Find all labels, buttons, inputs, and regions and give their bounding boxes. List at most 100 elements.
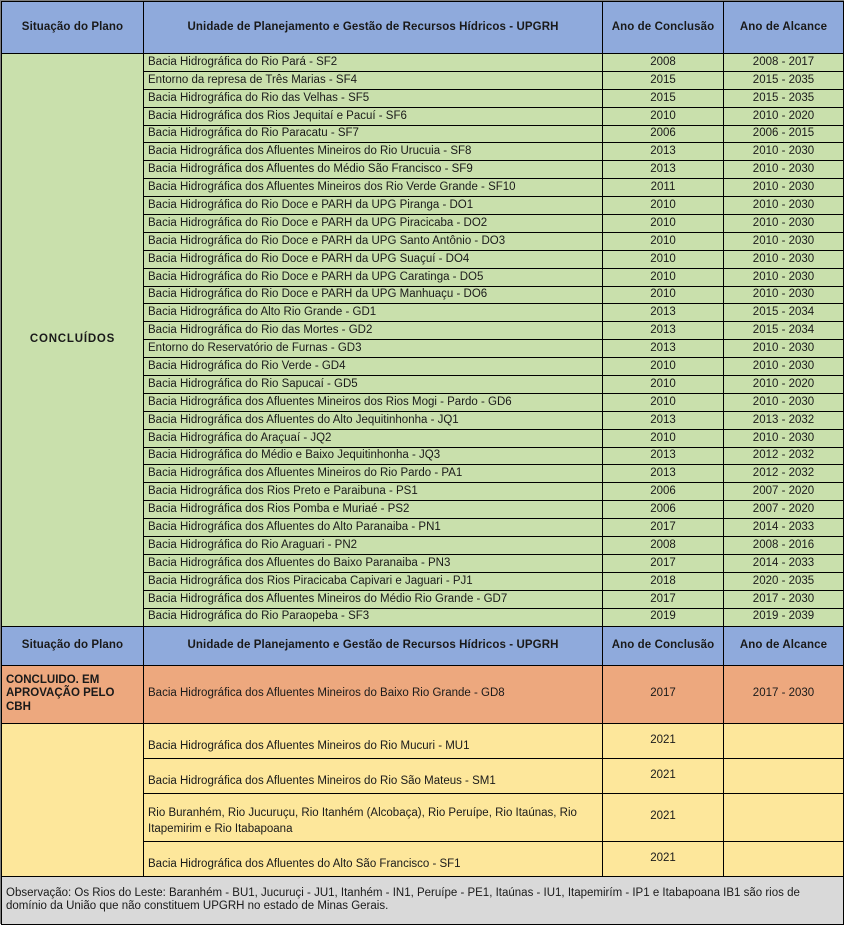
- header-cell-unidade: Unidade de Planejamento e Gestão de Recu…: [143, 1, 603, 54]
- table-row: Bacia Hidrográfica do Rio Doce e PARH da…: [2, 285, 844, 305]
- cell-ano-conclusao: 2011: [602, 178, 724, 198]
- cell-unidade: Bacia Hidrográfica dos Afluentes do Alto…: [143, 840, 603, 877]
- table-row: Bacia Hidrográfica dos Rios Preto e Para…: [2, 482, 844, 502]
- cell-unidade: Bacia Hidrográfica do Rio Paraopeba - SF…: [143, 607, 603, 627]
- cell-ano-conclusao: 2013: [602, 303, 724, 323]
- cell-ano-alcance: 2010 - 2020: [723, 375, 844, 394]
- cell-ano-conclusao: 2021: [602, 722, 724, 759]
- cell-ano-conclusao: 2010: [602, 285, 724, 305]
- cell-ano-conclusao: 2021: [602, 792, 724, 842]
- cell-ano-alcance: 2010 - 2030: [723, 160, 844, 180]
- cell-ano-conclusao: 2019: [602, 607, 724, 627]
- status-cell-em-elaboracao: [1, 722, 144, 877]
- cell-ano-alcance: [723, 840, 844, 877]
- cell-unidade: Bacia Hidrográfica do Rio Doce e PARH da…: [143, 285, 603, 305]
- cell-ano-conclusao: 2010: [602, 375, 724, 394]
- cell-ano-conclusao: 2017: [602, 589, 724, 609]
- cell-ano-conclusao: 2015: [602, 88, 724, 108]
- cell-ano-conclusao: 2006: [602, 124, 724, 144]
- cell-unidade: Entorno do Reservatório de Furnas - GD3: [143, 339, 603, 359]
- table-row: Bacia Hidrográfica do Rio Paracatu - SF7…: [2, 124, 844, 144]
- cell-unidade: Bacia Hidrográfica dos Afluentes Mineiro…: [143, 392, 603, 412]
- table-row: Entorno da represa de Três Marias - SF4 2…: [2, 70, 844, 90]
- table-row: Bacia Hidrográfica do Rio Verde - GD4 201…: [2, 357, 844, 377]
- cell-unidade: Bacia Hidrográfica dos Afluentes do Alto…: [143, 518, 603, 538]
- cell-unidade: Bacia Hidrográfica do Rio Doce e PARH da…: [143, 231, 603, 251]
- cell-ano-alcance: 2010 - 2020: [723, 106, 844, 126]
- cell-unidade: Bacia Hidrográfica do Rio Doce e PARH da…: [143, 196, 603, 216]
- cell-ano-conclusao: 2013: [602, 321, 724, 341]
- cell-ano-conclusao: 2008: [602, 536, 724, 555]
- cell-ano-alcance: 2015 - 2034: [723, 321, 844, 341]
- cell-ano-conclusao: 2017: [602, 664, 724, 724]
- status-cell-concluidos: CONCLUÍDOS: [1, 53, 144, 627]
- cell-unidade: Bacia Hidrográfica dos Afluentes Mineiro…: [143, 464, 603, 484]
- cell-unidade: Entorno da represa de Três Marias - SF4: [143, 70, 603, 90]
- table-row: Bacia Hidrográfica do Rio Doce e PARH da…: [2, 249, 844, 269]
- cell-unidade: Bacia Hidrográfica do Rio Doce e PARH da…: [143, 267, 603, 287]
- table-row: Bacia Hidrográfica dos Afluentes Mineiro…: [2, 464, 844, 484]
- cell-ano-conclusao: 2010: [602, 249, 724, 269]
- cell-unidade: Bacia Hidrográfica dos Afluentes do Médi…: [143, 160, 603, 180]
- cell-ano-alcance: 2010 - 2030: [723, 267, 844, 287]
- header-cell-ano-conclusao: Ano de Conclusão: [602, 1, 724, 54]
- table-row: Bacia Hidrográfica dos Afluentes Mineiro…: [2, 178, 844, 198]
- table-row: Bacia Hidrográfica do Rio Doce e PARH da…: [2, 267, 844, 287]
- cell-unidade: Bacia Hidrográfica dos Afluentes Mineiro…: [143, 142, 603, 162]
- cell-ano-conclusao: 2010: [602, 428, 724, 448]
- table-row: Bacia Hidrográfica dos Afluentes Mineiro…: [2, 757, 844, 794]
- cell-ano-alcance: 2007 - 2020: [723, 500, 844, 520]
- cell-ano-alcance: 2014 - 2033: [723, 553, 844, 573]
- cell-unidade: Bacia Hidrográfica do Rio Pará - SF2: [143, 53, 603, 72]
- cell-ano-alcance: 2010 - 2030: [723, 214, 844, 233]
- header-cell-ano-alcance: Ano de Alcance: [723, 1, 844, 54]
- cell-ano-alcance: 2010 - 2030: [723, 231, 844, 251]
- cell-unidade: Bacia Hidrográfica do Alto Rio Grande - …: [143, 303, 603, 323]
- cell-unidade: Bacia Hidrográfica dos Rios Piracicaba C…: [143, 571, 603, 591]
- cell-unidade: Bacia Hidrográfica dos Afluentes Mineiro…: [143, 178, 603, 198]
- cell-unidade: Bacia Hidrográfica dos Afluentes do Baix…: [143, 553, 603, 573]
- cell-ano-alcance: 2012 - 2032: [723, 464, 844, 484]
- cell-ano-alcance: 2013 - 2032: [723, 410, 844, 430]
- cell-ano-conclusao: 2013: [602, 142, 724, 162]
- table-row: Bacia Hidrográfica do Alto Rio Grande - …: [2, 303, 844, 323]
- cell-unidade: Bacia Hidrográfica dos Afluentes Mineiro…: [143, 757, 603, 794]
- cell-ano-alcance: 2006 - 2015: [723, 124, 844, 144]
- cell-ano-alcance: 2010 - 2030: [723, 392, 844, 412]
- cell-ano-alcance: 2010 - 2030: [723, 142, 844, 162]
- table-row: Bacia Hidrográfica dos Afluentes Mineiro…: [1, 722, 844, 877]
- footer-note-row: Observação: Os Rios do Leste: Baranhém -…: [1, 875, 844, 925]
- table-row: Bacia Hidrográfica dos Afluentes Mineiro…: [2, 392, 844, 412]
- cell-ano-conclusao: 2013: [602, 160, 724, 180]
- table-row: Bacia Hidrográfica dos Afluentes Mineiro…: [2, 589, 844, 609]
- cell-ano-alcance: 2015 - 2035: [723, 88, 844, 108]
- cell-ano-alcance: 2010 - 2030: [723, 357, 844, 377]
- cell-ano-alcance: 2019 - 2039: [723, 607, 844, 627]
- cell-ano-alcance: 2008 - 2017: [723, 53, 844, 72]
- table-row: Bacia Hidrográfica dos Afluentes Mineiro…: [2, 142, 844, 162]
- cell-ano-alcance: 2010 - 2030: [723, 285, 844, 305]
- cell-ano-conclusao: 2010: [602, 357, 724, 377]
- table-row: Bacia Hidrográfica do Médio e Baixo Jequ…: [2, 446, 844, 466]
- cell-ano-conclusao: 2013: [602, 339, 724, 359]
- cell-ano-alcance: 2020 - 2035: [723, 571, 844, 591]
- cell-ano-alcance: 2017 - 2030: [723, 664, 844, 724]
- cell-ano-alcance: 2010 - 2030: [723, 249, 844, 269]
- table-row: Bacia Hidrográfica do Rio Doce e PARH da…: [2, 196, 844, 216]
- cell-unidade: Bacia Hidrográfica do Rio Doce e PARH da…: [143, 249, 603, 269]
- cell-ano-conclusao: 2015: [602, 70, 724, 90]
- cell-ano-alcance: [723, 792, 844, 842]
- cell-ano-conclusao: 2017: [602, 553, 724, 573]
- cell-unidade: Bacia Hidrográfica dos Afluentes Mineiro…: [143, 664, 603, 724]
- table-row: Rio Buranhém, Rio Jucuruçu, Rio Itanhém …: [2, 792, 844, 842]
- cell-ano-alcance: 2017 - 2030: [723, 589, 844, 609]
- table-row: CONCLUÍDOS Bacia Hidrográfica do Rio Pará…: [1, 53, 844, 627]
- header-cell-situacao: Situação do Plano: [1, 1, 144, 54]
- cell-ano-alcance: 2010 - 2030: [723, 196, 844, 216]
- table-header-row: Situação do Plano Unidade de Planejamento…: [1, 1, 844, 54]
- cell-unidade: Bacia Hidrográfica dos Rios Jequitaí e P…: [143, 106, 603, 126]
- cell-unidade: Bacia Hidrográfica do Rio das Velhas - S…: [143, 88, 603, 108]
- cell-ano-alcance: 2007 - 2020: [723, 482, 844, 502]
- header-cell-ano-conclusao: Ano de Conclusão: [602, 625, 724, 666]
